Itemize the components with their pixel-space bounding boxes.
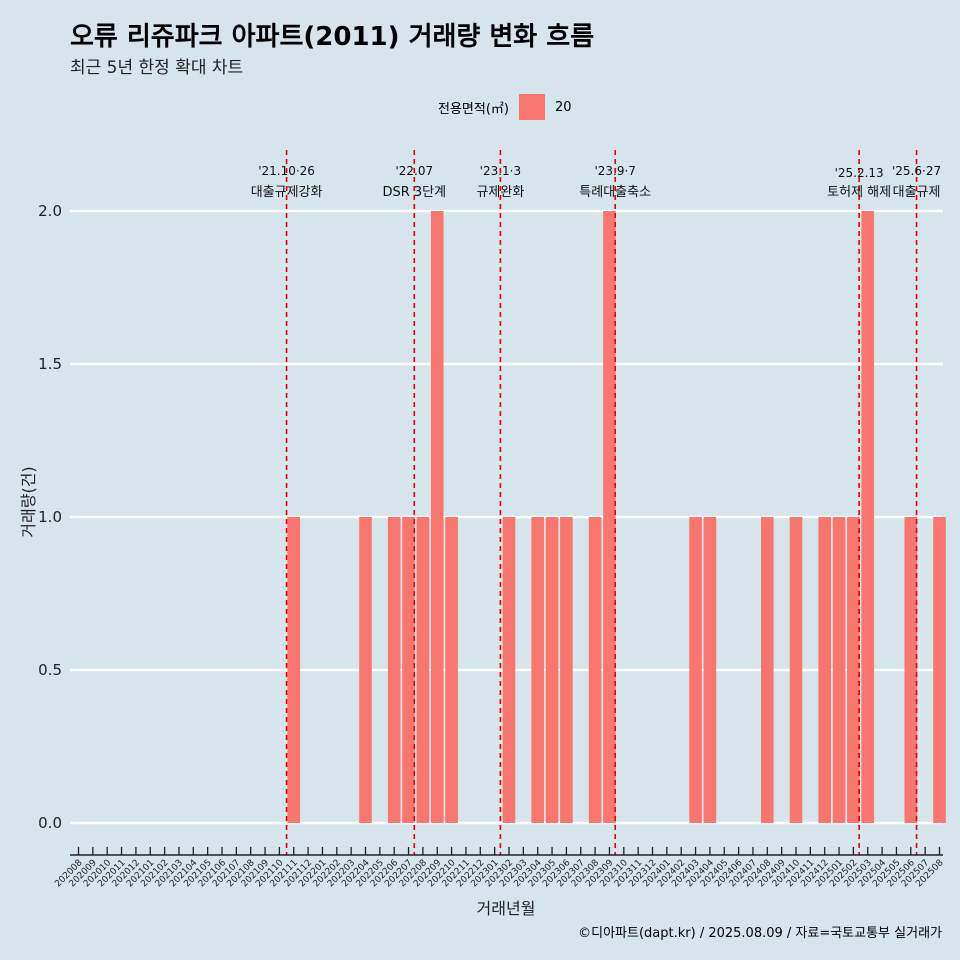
chart-subtitle: 최근 5년 한정 확대 차트	[70, 58, 244, 78]
x-axis-title: 거래년월	[477, 899, 536, 918]
event-name-label: 토허제 해제	[827, 185, 891, 200]
event-date-label: '25.2.13	[835, 166, 884, 180]
event-name-label: 규제완화	[476, 185, 524, 200]
bar	[445, 517, 458, 823]
bar	[560, 517, 573, 823]
y-axis-title: 거래량(건)	[19, 466, 38, 537]
event-date-label: '25.6·27	[892, 164, 941, 178]
bar	[861, 211, 875, 823]
legend: 전용면적(㎡) 20	[438, 94, 572, 120]
bar	[603, 211, 616, 823]
bar	[904, 517, 918, 823]
y-tick-label: 2.0	[38, 202, 62, 220]
bar	[502, 517, 516, 823]
bar	[430, 211, 444, 823]
y-tick-label: 0.0	[38, 814, 62, 832]
bar	[359, 517, 372, 823]
event-date-label: '22.07	[395, 164, 433, 178]
y-tick-label: 0.5	[38, 661, 62, 679]
bar	[416, 517, 430, 823]
event-date-label: '23.1·3	[480, 164, 521, 178]
event-date-label: '23.9·7	[594, 164, 635, 178]
event-name-label: 특례대출축소	[579, 185, 651, 200]
legend-label: 20	[554, 99, 572, 115]
bar	[689, 517, 702, 823]
event-name-label: 대출규제	[893, 185, 941, 200]
bar	[933, 517, 946, 823]
y-tick-label: 1.5	[38, 355, 62, 373]
bar	[402, 517, 415, 823]
bar	[531, 517, 544, 823]
bar	[387, 517, 401, 823]
bar	[545, 517, 559, 823]
event-name-label: DSR 3단계	[382, 185, 446, 200]
bar	[832, 517, 846, 823]
bar	[789, 517, 803, 823]
y-tick-label: 1.0	[38, 508, 62, 526]
legend-title: 전용면적(㎡)	[438, 101, 509, 117]
chart-title: 오류 리쥬파크 아파트(2011) 거래량 변화 흐름	[70, 22, 595, 52]
event-name-label: 대출규제강화	[251, 185, 323, 200]
bar	[703, 517, 717, 823]
bar	[847, 517, 860, 823]
legend-swatch	[518, 94, 545, 120]
caption: ©디아파트(dapt.kr) / 2025.08.09 / 자료=국토교통부 실…	[578, 926, 942, 941]
bar	[818, 517, 831, 823]
event-date-label: '21.10·26	[258, 164, 315, 178]
bar	[588, 517, 602, 823]
bar	[761, 517, 774, 823]
bar	[287, 517, 301, 823]
